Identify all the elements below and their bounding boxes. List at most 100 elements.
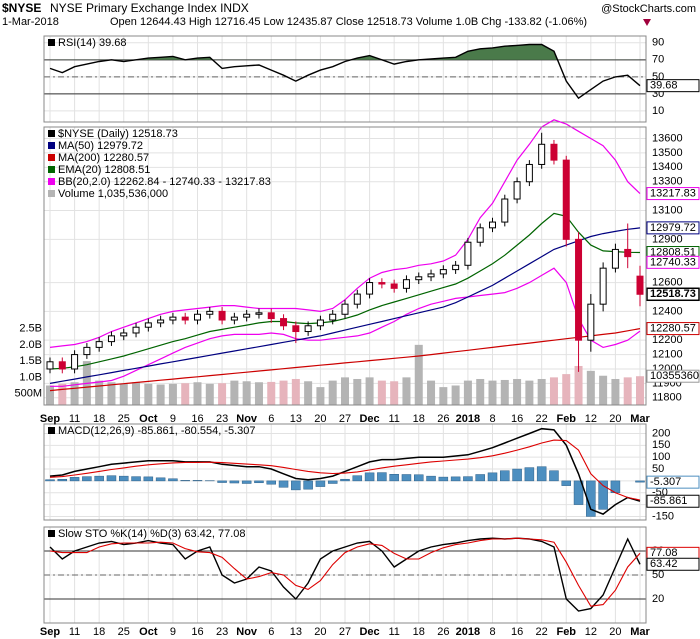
macd-line: [49, 427, 641, 515]
volume-bar: [254, 382, 263, 405]
histogram-bar: [57, 478, 68, 482]
candle-body: [611, 248, 619, 269]
candle-body: [71, 354, 79, 370]
value-tag: 13217.83: [650, 187, 696, 199]
candle-body: [513, 181, 521, 200]
histogram-bar: [241, 480, 252, 484]
candle-body: [230, 316, 238, 321]
y-tick-label: 12200: [652, 334, 683, 346]
x-tick-label: 2018: [456, 413, 480, 425]
x-tick-label: Nov: [236, 413, 258, 425]
indicator-line: [49, 43, 641, 100]
panel-border: [43, 526, 647, 624]
x-tick-label: 18: [413, 626, 425, 638]
volume-bar: [488, 380, 497, 405]
y-tick-label: 50: [652, 569, 664, 581]
candle-body: [316, 319, 324, 327]
candle-body: [218, 310, 226, 321]
volume-bar: [476, 378, 485, 405]
x-tick-label: 20: [314, 626, 326, 638]
histogram-bar: [475, 474, 485, 482]
volume-tick-label: 500M: [14, 388, 42, 400]
y-tick-label: 13300: [652, 176, 683, 188]
volume-bar: [562, 374, 571, 405]
legend-swatch: [48, 427, 55, 434]
volume-bar: [304, 381, 313, 405]
x-tick-label: Mar: [630, 413, 650, 425]
x-tick-label: 11: [69, 413, 80, 425]
value-tag: 39.68: [650, 80, 678, 92]
candle-body: [415, 276, 423, 281]
y-tick-label: 12100: [652, 348, 683, 360]
indicator-line: [49, 537, 641, 607]
volume-bar: [439, 387, 448, 405]
volume-bar: [58, 383, 67, 405]
value-tag-box: [646, 494, 700, 508]
histogram-bar: [364, 472, 375, 482]
y-tick-label: 11800: [652, 392, 682, 404]
volume-bar: [427, 380, 436, 405]
histogram-bar: [536, 466, 547, 482]
histogram-bar: [94, 475, 104, 482]
histogram-bar: [352, 475, 363, 482]
legend-label: EMA(20) 12808.51: [58, 164, 150, 176]
histogram-bar: [426, 475, 436, 482]
candle-body: [157, 319, 165, 324]
quote-line: Open 12644.43 High 12716.45 Low 12435.87…: [110, 16, 587, 28]
x-tick-label: 8: [489, 413, 495, 425]
y-tick-label: 20: [652, 593, 664, 605]
x-tick-label: 6: [268, 626, 274, 638]
volume-bar: [144, 383, 153, 405]
legend-label: MA(50) 12979.72: [58, 140, 143, 152]
histogram-bar: [377, 472, 387, 482]
histogram-bar: [438, 476, 449, 482]
y-tick-label: 12600: [652, 276, 683, 288]
legend-swatch: [48, 190, 55, 197]
candle-body: [83, 346, 91, 356]
legend-swatch: [48, 130, 55, 137]
x-tick-label: 2018: [456, 626, 480, 638]
candle-body: [489, 221, 496, 229]
y-tick-label: 100: [652, 451, 670, 463]
x-tick-label: 16: [511, 626, 523, 638]
x-tick-label: 9: [170, 413, 176, 425]
value-tag: 77.08: [650, 547, 678, 559]
x-tick-label: 20: [609, 413, 621, 425]
value-tag: 12979.72: [650, 222, 696, 234]
candle-body: [599, 267, 607, 305]
value-tag-box: [646, 322, 700, 336]
x-tick-label: Sep: [40, 626, 60, 638]
volume-bar: [168, 383, 177, 405]
candle-body: [206, 310, 214, 315]
legend-swatch: [48, 166, 55, 173]
candle-body: [46, 361, 54, 370]
candle-body: [181, 316, 189, 321]
x-tick-label: 9: [170, 626, 176, 638]
histogram-bar: [635, 480, 645, 483]
volume-bar: [107, 382, 116, 405]
histogram-bar: [119, 475, 129, 482]
candle-body: [144, 322, 152, 328]
volume-bar: [291, 378, 300, 405]
histogram-bar: [45, 479, 55, 482]
x-tick-label: 16: [191, 626, 203, 638]
macd-line: [49, 439, 641, 501]
candle-body: [280, 318, 288, 327]
y-tick-label: 10: [652, 105, 664, 117]
volume-bar: [463, 380, 472, 405]
panel-border: [43, 423, 647, 521]
y-tick-label: 13500: [652, 147, 683, 159]
volume-bar: [230, 380, 239, 405]
legend-swatch: [48, 154, 55, 161]
histogram-bar: [106, 475, 117, 482]
y-tick-label: 70: [652, 54, 664, 66]
legend-label: $NYSE (Daily) 12518.73: [58, 128, 178, 140]
candle-body: [107, 335, 115, 343]
value-tag-box: [646, 79, 700, 93]
candle-body: [120, 332, 128, 337]
candle-body: [452, 264, 460, 271]
candle-body: [58, 361, 66, 370]
histogram-bar: [549, 470, 559, 482]
histogram-bar: [278, 480, 289, 488]
